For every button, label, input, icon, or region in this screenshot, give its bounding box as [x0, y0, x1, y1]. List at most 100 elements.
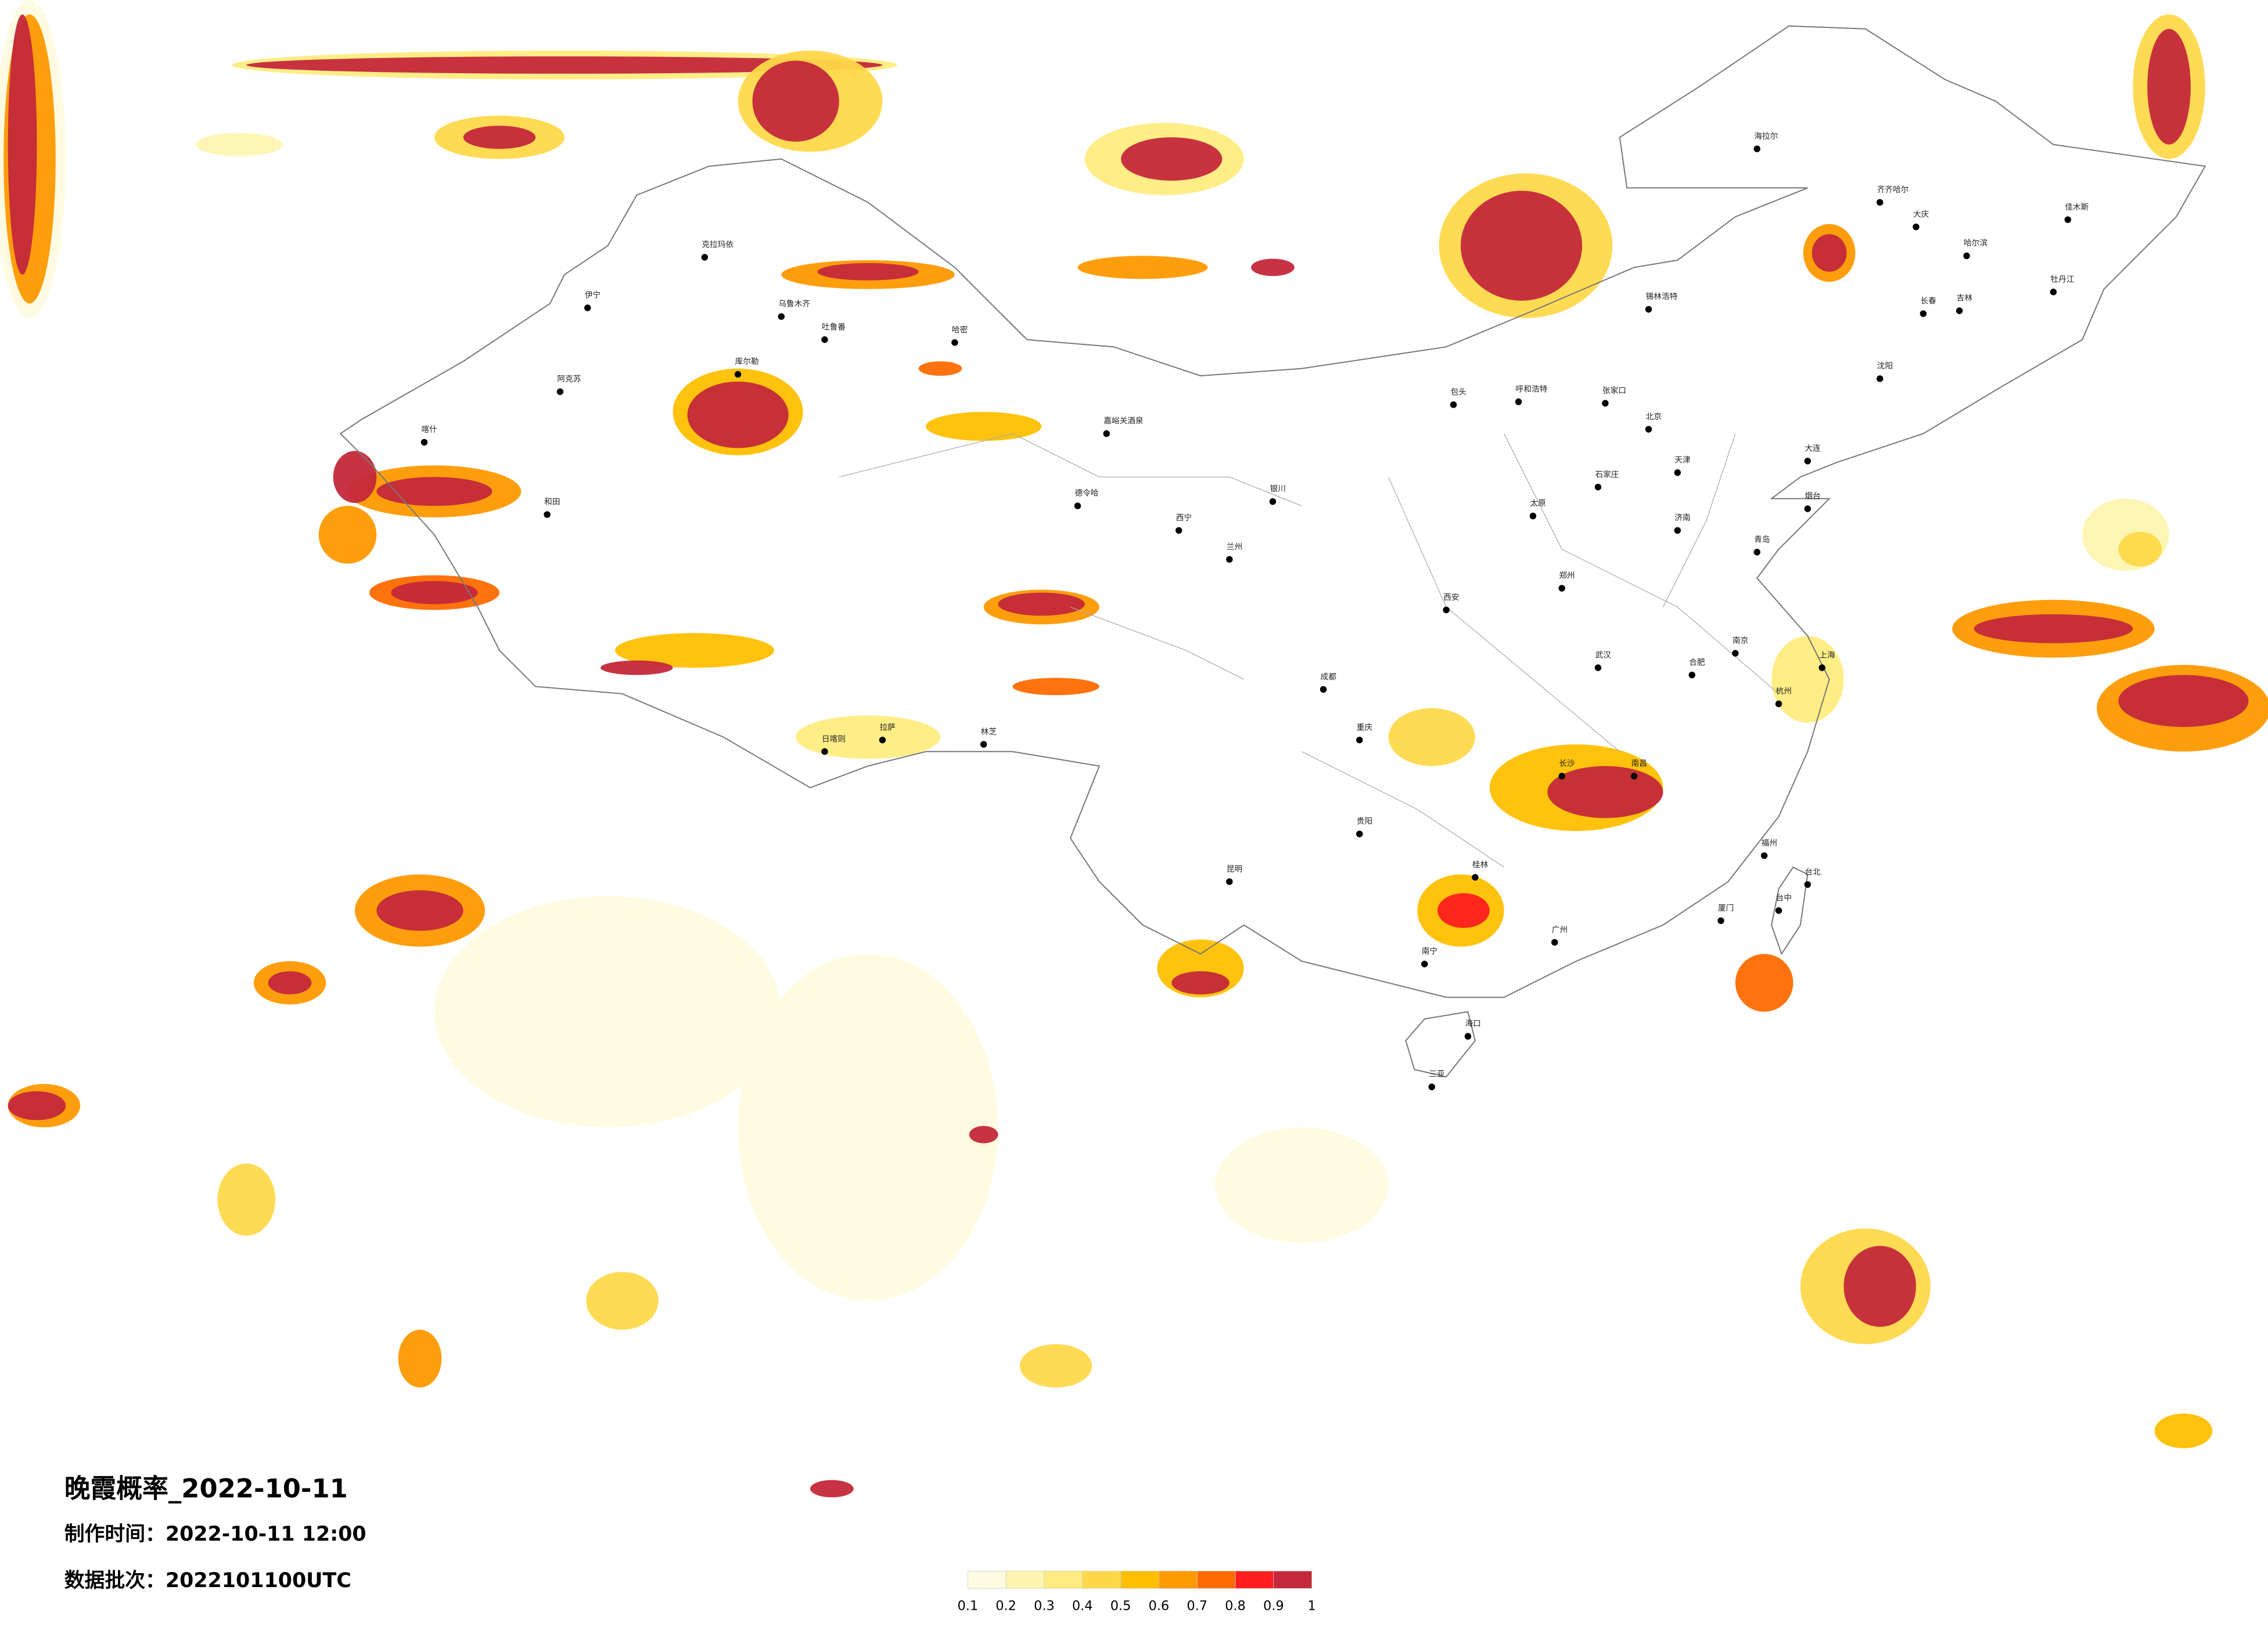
city-label: 佳木斯 [2065, 203, 2089, 212]
city-dot [1356, 736, 1363, 744]
city-label: 日喀则 [822, 735, 846, 744]
probability-patch [8, 14, 37, 275]
probability-patch [376, 890, 463, 931]
legend-tick-label: 0.2 [995, 1599, 1016, 1614]
city-dot [1674, 469, 1681, 476]
probability-patch [817, 262, 919, 280]
city-dot [1421, 961, 1428, 967]
city-label: 伊宁 [585, 290, 601, 300]
city-dot [821, 336, 828, 343]
city-dot [1732, 650, 1739, 657]
city-dot [1074, 502, 1081, 509]
legend-swatch [1196, 1571, 1236, 1589]
city-label: 张家口 [1602, 386, 1626, 395]
city-dot [420, 438, 428, 446]
city-dot [1515, 398, 1522, 405]
legend-tick-label: 0.6 [1149, 1599, 1170, 1614]
legend-swatch [1273, 1571, 1313, 1589]
city-dot [1356, 830, 1363, 837]
probability-patch [376, 477, 493, 506]
probability-patch [1437, 893, 1490, 928]
probability-patch [1171, 971, 1230, 995]
city-dot [1775, 907, 1782, 914]
legend-tick-label: 0.4 [1072, 1599, 1093, 1614]
city-label: 石家庄 [1595, 469, 1619, 479]
city-dot [1428, 1083, 1435, 1091]
probability-patch [1121, 137, 1223, 181]
city-dot [1688, 671, 1695, 679]
legend-tick-label: 0.8 [1225, 1599, 1246, 1614]
city-label: 天津 [1674, 455, 1691, 465]
taiwan-outline [1771, 866, 1809, 955]
legend-swatch [1158, 1571, 1198, 1589]
china-outline [339, 25, 2206, 998]
legend-tick-label: 0.7 [1187, 1599, 1207, 1614]
city-label: 哈尔滨 [1964, 239, 1987, 248]
city-label: 三亚 [1429, 1070, 1445, 1079]
city-label: 广州 [1552, 925, 1568, 934]
city-dot [1956, 307, 1963, 314]
city-label: 南京 [1733, 636, 1748, 646]
city-dot [1529, 512, 1537, 520]
city-label: 台中 [1776, 894, 1792, 903]
city-dot [1443, 606, 1450, 614]
city-label: 大连 [1805, 444, 1821, 454]
city-label: 吉林 [1957, 294, 1973, 303]
probability-patch [1460, 190, 1583, 301]
city-label: 和田 [544, 498, 560, 507]
probability-patch [796, 715, 940, 759]
city-dot [1594, 664, 1602, 671]
city-label: 齐齐哈尔 [1877, 185, 1909, 195]
city-dot [778, 313, 785, 320]
city-label: 成都 [1321, 672, 1337, 682]
probability-patch [196, 132, 283, 156]
city-dot [1103, 430, 1110, 437]
legend-swatch [1005, 1571, 1045, 1589]
legend-tick-label: 0.5 [1110, 1599, 1131, 1614]
probability-field [0, 0, 2268, 1498]
city-dot [980, 741, 987, 748]
probability-patch [434, 896, 782, 1128]
map-title: 晚霞概率_2022-10-11 [64, 1473, 348, 1503]
city-dot [1558, 772, 1565, 780]
city-dot [544, 511, 551, 518]
probability-patch [246, 56, 883, 74]
color-legend: 0.1 0.2 0.3 0.4 0.5 0.6 0.7 0.8 0.9 1 [957, 1571, 1316, 1614]
city-label: 重庆 [1357, 723, 1373, 732]
city-label: 呼和浩特 [1516, 384, 1548, 394]
city-dot [1175, 527, 1182, 534]
city-dot [1753, 549, 1760, 556]
city-label: 桂林 [1472, 860, 1489, 869]
probability-patch [752, 60, 839, 142]
data-batch: 数据批次：2022101100UTC [64, 1569, 351, 1592]
city-dot [2050, 289, 2057, 296]
probability-patch [333, 451, 377, 503]
probability-patch [1811, 234, 1847, 272]
probability-patch [1843, 1246, 1916, 1327]
city-dot [1320, 686, 1327, 693]
city-label: 福州 [1762, 839, 1777, 848]
city-dot [556, 388, 564, 395]
city-label: 西安 [1443, 593, 1459, 602]
probability-patch [614, 633, 774, 668]
probability-patch [738, 954, 998, 1301]
city-label: 海口 [1465, 1019, 1480, 1028]
probability-patch [969, 1125, 998, 1143]
city-label: 上海 [1819, 650, 1835, 660]
city-dot [1450, 401, 1457, 408]
city-label: 大庆 [1913, 210, 1929, 219]
legend-tick-label: 1 [1308, 1599, 1316, 1614]
city-dot [1753, 145, 1760, 153]
city-label: 南昌 [1631, 759, 1647, 768]
city-dot [879, 736, 886, 744]
probability-patch [8, 1091, 66, 1120]
city-dot [1594, 484, 1602, 491]
city-dot [1558, 585, 1565, 592]
probability-patch [1771, 636, 1844, 723]
city-dot [734, 370, 742, 378]
city-dot [1804, 458, 1811, 465]
probability-patch [1019, 1344, 1092, 1388]
